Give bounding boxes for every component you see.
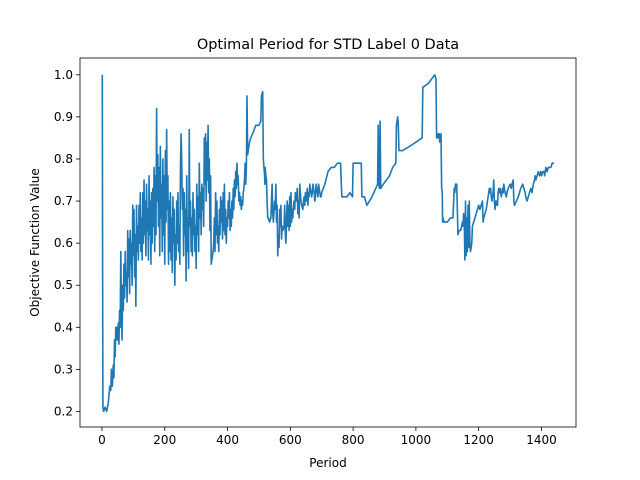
- y-axis: 0.2 0.3 0.4 0.5 0.6 0.7 0.8 0.9 1.0: [54, 68, 80, 418]
- x-tick-label: 0: [98, 433, 106, 447]
- x-tick-label: 600: [279, 433, 302, 447]
- y-tick-label: 0.7: [54, 194, 73, 208]
- plot-area: [101, 74, 555, 413]
- y-tick-label: 0.6: [54, 236, 73, 250]
- x-tick-label: 1200: [463, 433, 494, 447]
- y-tick-label: 0.2: [54, 404, 73, 418]
- y-tick-label: 0.4: [54, 320, 73, 334]
- x-tick-label: 800: [342, 433, 365, 447]
- x-tick-label: 1400: [526, 433, 557, 447]
- x-tick-label: 1000: [401, 433, 432, 447]
- series-line-0: [101, 74, 555, 413]
- y-tick-label: 0.3: [54, 362, 73, 376]
- y-tick-label: 0.8: [54, 152, 73, 166]
- chart-title: Optimal Period for STD Label 0 Data: [197, 37, 459, 53]
- x-axis-label: Period: [309, 456, 346, 470]
- y-axis-label: Objective Function Value: [28, 168, 42, 317]
- x-tick-label: 200: [153, 433, 176, 447]
- x-tick-label: 400: [216, 433, 239, 447]
- y-tick-label: 0.9: [54, 110, 73, 124]
- y-tick-label: 0.5: [54, 278, 73, 292]
- x-axis: 0 200 400 600 800 1000 1200 1400: [98, 427, 557, 447]
- plot-frame: [79, 57, 577, 428]
- y-tick-label: 1.0: [54, 68, 73, 82]
